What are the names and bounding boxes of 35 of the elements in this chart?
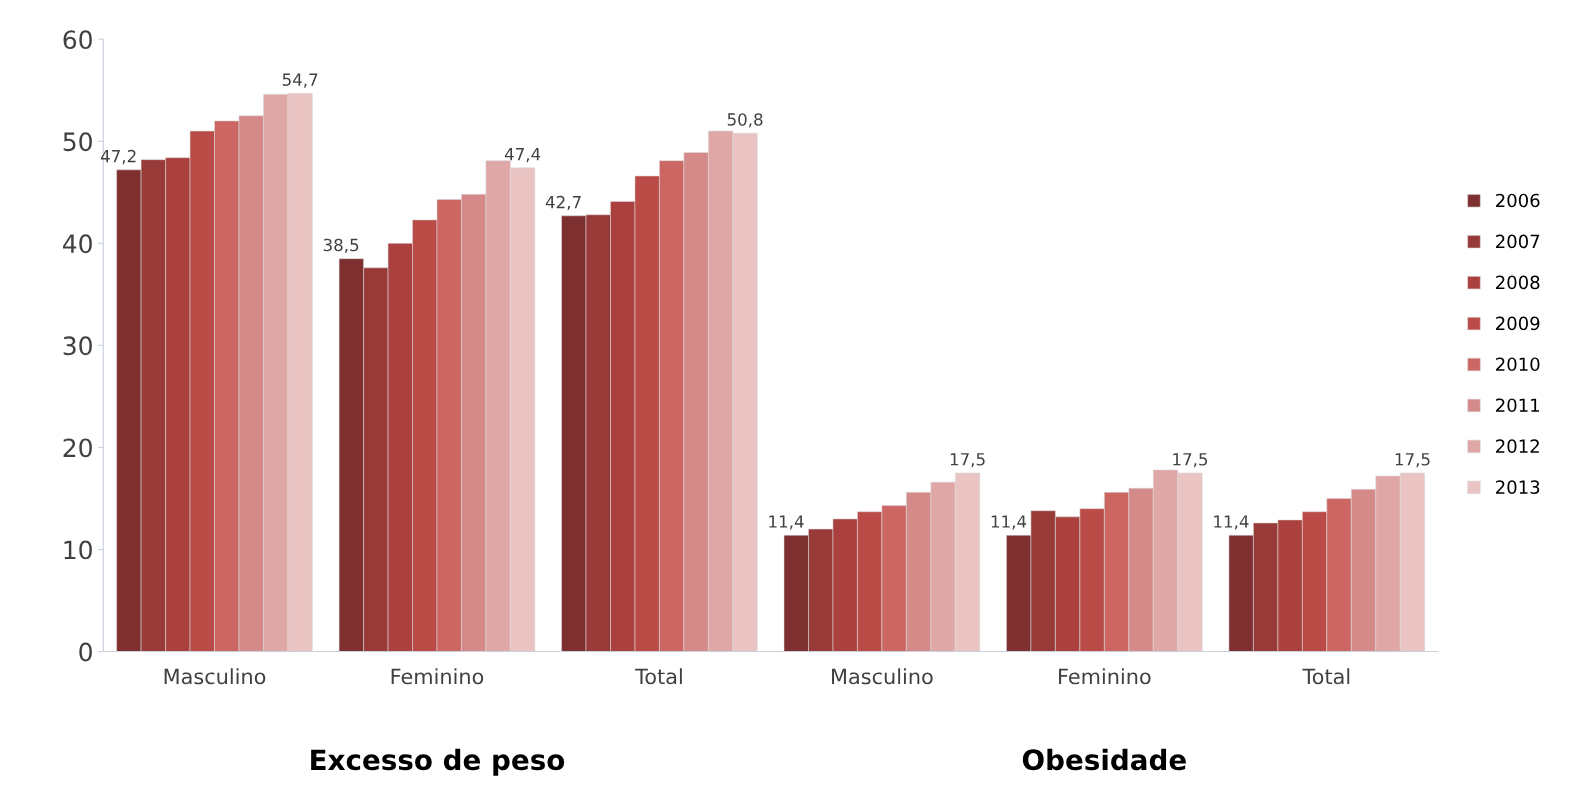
data-label: 11,4 xyxy=(991,515,1027,530)
data-label: 17,5 xyxy=(1173,453,1208,468)
x-tick-label: Total xyxy=(1302,668,1350,685)
x-tick-label: Masculino xyxy=(832,668,933,685)
x-tick-label: Feminino xyxy=(1059,668,1151,685)
legend-label: 2011 xyxy=(1496,398,1540,413)
data-label: 11,4 xyxy=(769,515,804,530)
data-label: 50,8 xyxy=(727,113,763,128)
y-tick-label: 60 xyxy=(63,30,92,50)
data-label: 47,2 xyxy=(100,149,136,165)
y-tick-label: 50 xyxy=(63,132,92,152)
legend-label: 2008 xyxy=(1496,275,1540,290)
legend-label: 2006 xyxy=(1496,193,1540,208)
text: Obesidade xyxy=(1022,748,1186,771)
x-tick-label: Feminino xyxy=(391,668,484,685)
y-tick-label: 0 xyxy=(79,642,92,662)
y-tick-label: 10 xyxy=(64,540,92,560)
legend-label: 2013 xyxy=(1496,480,1540,494)
y-tick-label: 20 xyxy=(63,438,92,458)
data-label: 54,7 xyxy=(282,73,318,88)
text: Excesso de peso xyxy=(311,748,565,776)
x-tick-label: Masculino xyxy=(164,668,266,685)
x-tick-label: Total xyxy=(635,668,682,685)
data-label: 42,7 xyxy=(545,195,581,211)
legend-label: 2009 xyxy=(1496,316,1540,331)
data-label: 11,4 xyxy=(1214,515,1249,530)
y-tick-label: 40 xyxy=(62,234,92,254)
legend-label: 2007 xyxy=(1496,234,1540,249)
legend-label: 2010 xyxy=(1496,357,1540,372)
legend-label: 2012 xyxy=(1496,439,1539,454)
data-label: 38,5 xyxy=(323,238,359,253)
data-label: 17,5 xyxy=(950,453,985,468)
y-tick-label: 30 xyxy=(63,336,92,356)
data-label: 17,5 xyxy=(1395,453,1430,468)
data-label: 47,4 xyxy=(504,148,541,163)
